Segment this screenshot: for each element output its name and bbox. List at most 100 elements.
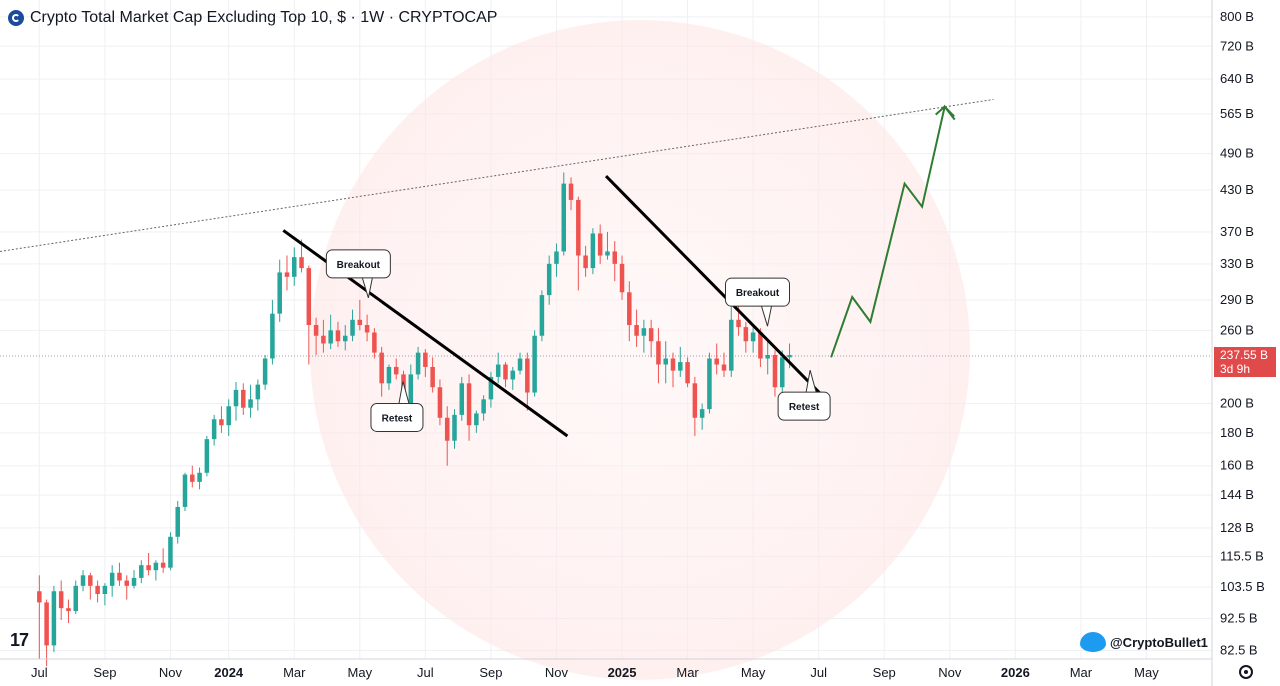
y-tick-label: 800 B xyxy=(1220,9,1254,24)
candle-body xyxy=(707,358,712,410)
callout-label: Retest xyxy=(382,413,413,424)
candle-body xyxy=(474,413,479,426)
candle-body xyxy=(539,295,545,336)
candle-body xyxy=(466,383,472,426)
candle-body xyxy=(292,257,297,277)
candle-body xyxy=(44,602,49,646)
x-tick-label: Jul xyxy=(417,665,434,680)
candle-body xyxy=(255,384,261,400)
candle-body xyxy=(197,472,202,482)
candle-body xyxy=(80,575,86,586)
callout-retest[interactable]: Retest xyxy=(370,381,424,432)
candle-body xyxy=(109,572,115,586)
callout-breakout[interactable]: Breakout xyxy=(725,277,790,327)
candle-body xyxy=(481,399,486,414)
x-tick-label: Jul xyxy=(31,665,48,680)
candle-body xyxy=(532,335,537,393)
y-tick-label: 92.5 B xyxy=(1220,611,1258,626)
x-tick-label: Nov xyxy=(938,665,962,680)
candle-body xyxy=(663,358,668,365)
y-tick-label: 330 B xyxy=(1220,256,1254,271)
candle-body xyxy=(379,352,384,384)
candle-body xyxy=(248,399,253,408)
y-tick-label: 103.5 B xyxy=(1220,579,1265,594)
candle-body xyxy=(685,362,690,384)
candle-body xyxy=(262,358,268,385)
x-tick-label: May xyxy=(348,665,373,680)
candle-body xyxy=(175,506,180,537)
candle-body xyxy=(765,354,770,359)
candle-body xyxy=(576,199,581,256)
candle-body xyxy=(37,591,42,603)
current-price-tag: 237.55 B 3d 9h xyxy=(1214,347,1276,377)
candle-body xyxy=(226,406,231,426)
candle-body xyxy=(568,183,574,200)
candle-body xyxy=(342,335,348,342)
candle-body xyxy=(393,366,399,375)
callout-breakout[interactable]: Breakout xyxy=(325,249,391,299)
candle-body xyxy=(605,251,610,256)
x-tick-label: Sep xyxy=(93,665,116,680)
candle-body xyxy=(160,562,166,568)
candle-body xyxy=(546,263,552,296)
callout-pointer xyxy=(361,277,373,299)
candle-body xyxy=(168,536,173,568)
candle-body xyxy=(743,327,749,342)
candle-body xyxy=(488,376,494,400)
candle-body xyxy=(313,325,319,336)
candle-body xyxy=(729,319,734,371)
callout-pointer xyxy=(398,381,410,404)
candle-body xyxy=(787,354,792,358)
x-tick-label: 2024 xyxy=(214,665,244,680)
y-tick-label: 115.5 B xyxy=(1220,549,1264,564)
callout-box xyxy=(725,277,790,307)
candle-body xyxy=(204,439,210,473)
x-tick-label: Sep xyxy=(479,665,502,680)
candle-body xyxy=(670,358,676,371)
callout-pointer xyxy=(805,370,817,393)
y-tick-label: 260 B xyxy=(1220,322,1254,337)
candle-body xyxy=(357,319,363,326)
candle-body xyxy=(495,364,501,377)
twitter-bird-icon xyxy=(1080,632,1106,652)
x-tick-label: Nov xyxy=(545,665,569,680)
candle-body xyxy=(459,383,465,415)
candle-body xyxy=(350,319,355,336)
candle-body xyxy=(503,364,508,380)
candle-body xyxy=(146,565,151,571)
callout-box xyxy=(777,391,831,421)
x-tick-label: Sep xyxy=(873,665,896,680)
callout-label: Retest xyxy=(789,402,820,413)
x-tick-label: Jul xyxy=(810,665,827,680)
candle-body xyxy=(641,328,647,336)
candle-body xyxy=(88,575,93,586)
callout-retest[interactable]: Retest xyxy=(777,370,831,421)
chart-title: Crypto Total Market Cap Excluding Top 10… xyxy=(30,9,498,26)
candle-body xyxy=(335,330,341,342)
candle-body xyxy=(131,577,137,586)
gear-icon[interactable] xyxy=(1239,665,1253,679)
resistance-line[interactable] xyxy=(0,98,994,252)
candle-body xyxy=(699,409,705,418)
downtrend-line[interactable] xyxy=(604,175,828,401)
candle-body xyxy=(634,325,639,336)
candle-body xyxy=(444,417,450,441)
x-tick-label: Nov xyxy=(159,665,183,680)
candle-body xyxy=(51,591,57,646)
candle-body xyxy=(619,263,625,293)
candle-body xyxy=(211,419,217,440)
callout-label: Breakout xyxy=(337,260,381,271)
candle-body xyxy=(554,251,559,264)
callout-box xyxy=(325,249,391,279)
candle-body xyxy=(58,591,64,609)
y-tick-label: 160 B xyxy=(1220,458,1254,473)
candle-body xyxy=(736,319,741,328)
x-tick-label: Mar xyxy=(676,665,699,680)
x-tick-label: Mar xyxy=(1070,665,1093,680)
tradingview-logo-icon: 17 xyxy=(10,630,29,650)
candle-body xyxy=(139,565,144,578)
candle-body xyxy=(750,332,756,342)
candle-body xyxy=(182,474,188,507)
author-watermark: @CryptoBullet1 xyxy=(1080,632,1208,652)
